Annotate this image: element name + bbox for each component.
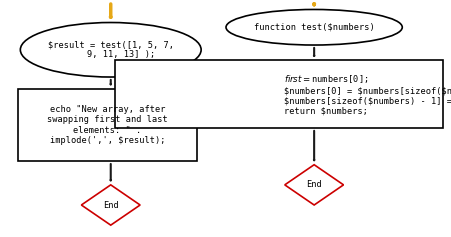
Text: echo "New array, after
swapping first and last
elements: " .
implode(',', $resul: echo "New array, after swapping first an… xyxy=(47,105,167,145)
Text: $first = $numbers[0];
$numbers[0] = $numbers[sizeof($numbers) - 1];
$numbers[siz: $first = $numbers[0]; $numbers[0] = $num… xyxy=(283,73,451,116)
Ellipse shape xyxy=(20,23,201,77)
Text: function test($numbers): function test($numbers) xyxy=(253,23,374,32)
Polygon shape xyxy=(81,185,140,225)
Bar xyxy=(115,60,442,128)
Text: End: End xyxy=(306,180,321,189)
Ellipse shape xyxy=(226,9,401,45)
Text: $result = test([1, 5, 7,
    9, 11, 13] );: $result = test([1, 5, 7, 9, 11, 13] ); xyxy=(48,40,173,59)
Text: End: End xyxy=(103,201,118,210)
Polygon shape xyxy=(284,165,343,205)
Bar xyxy=(18,89,196,161)
